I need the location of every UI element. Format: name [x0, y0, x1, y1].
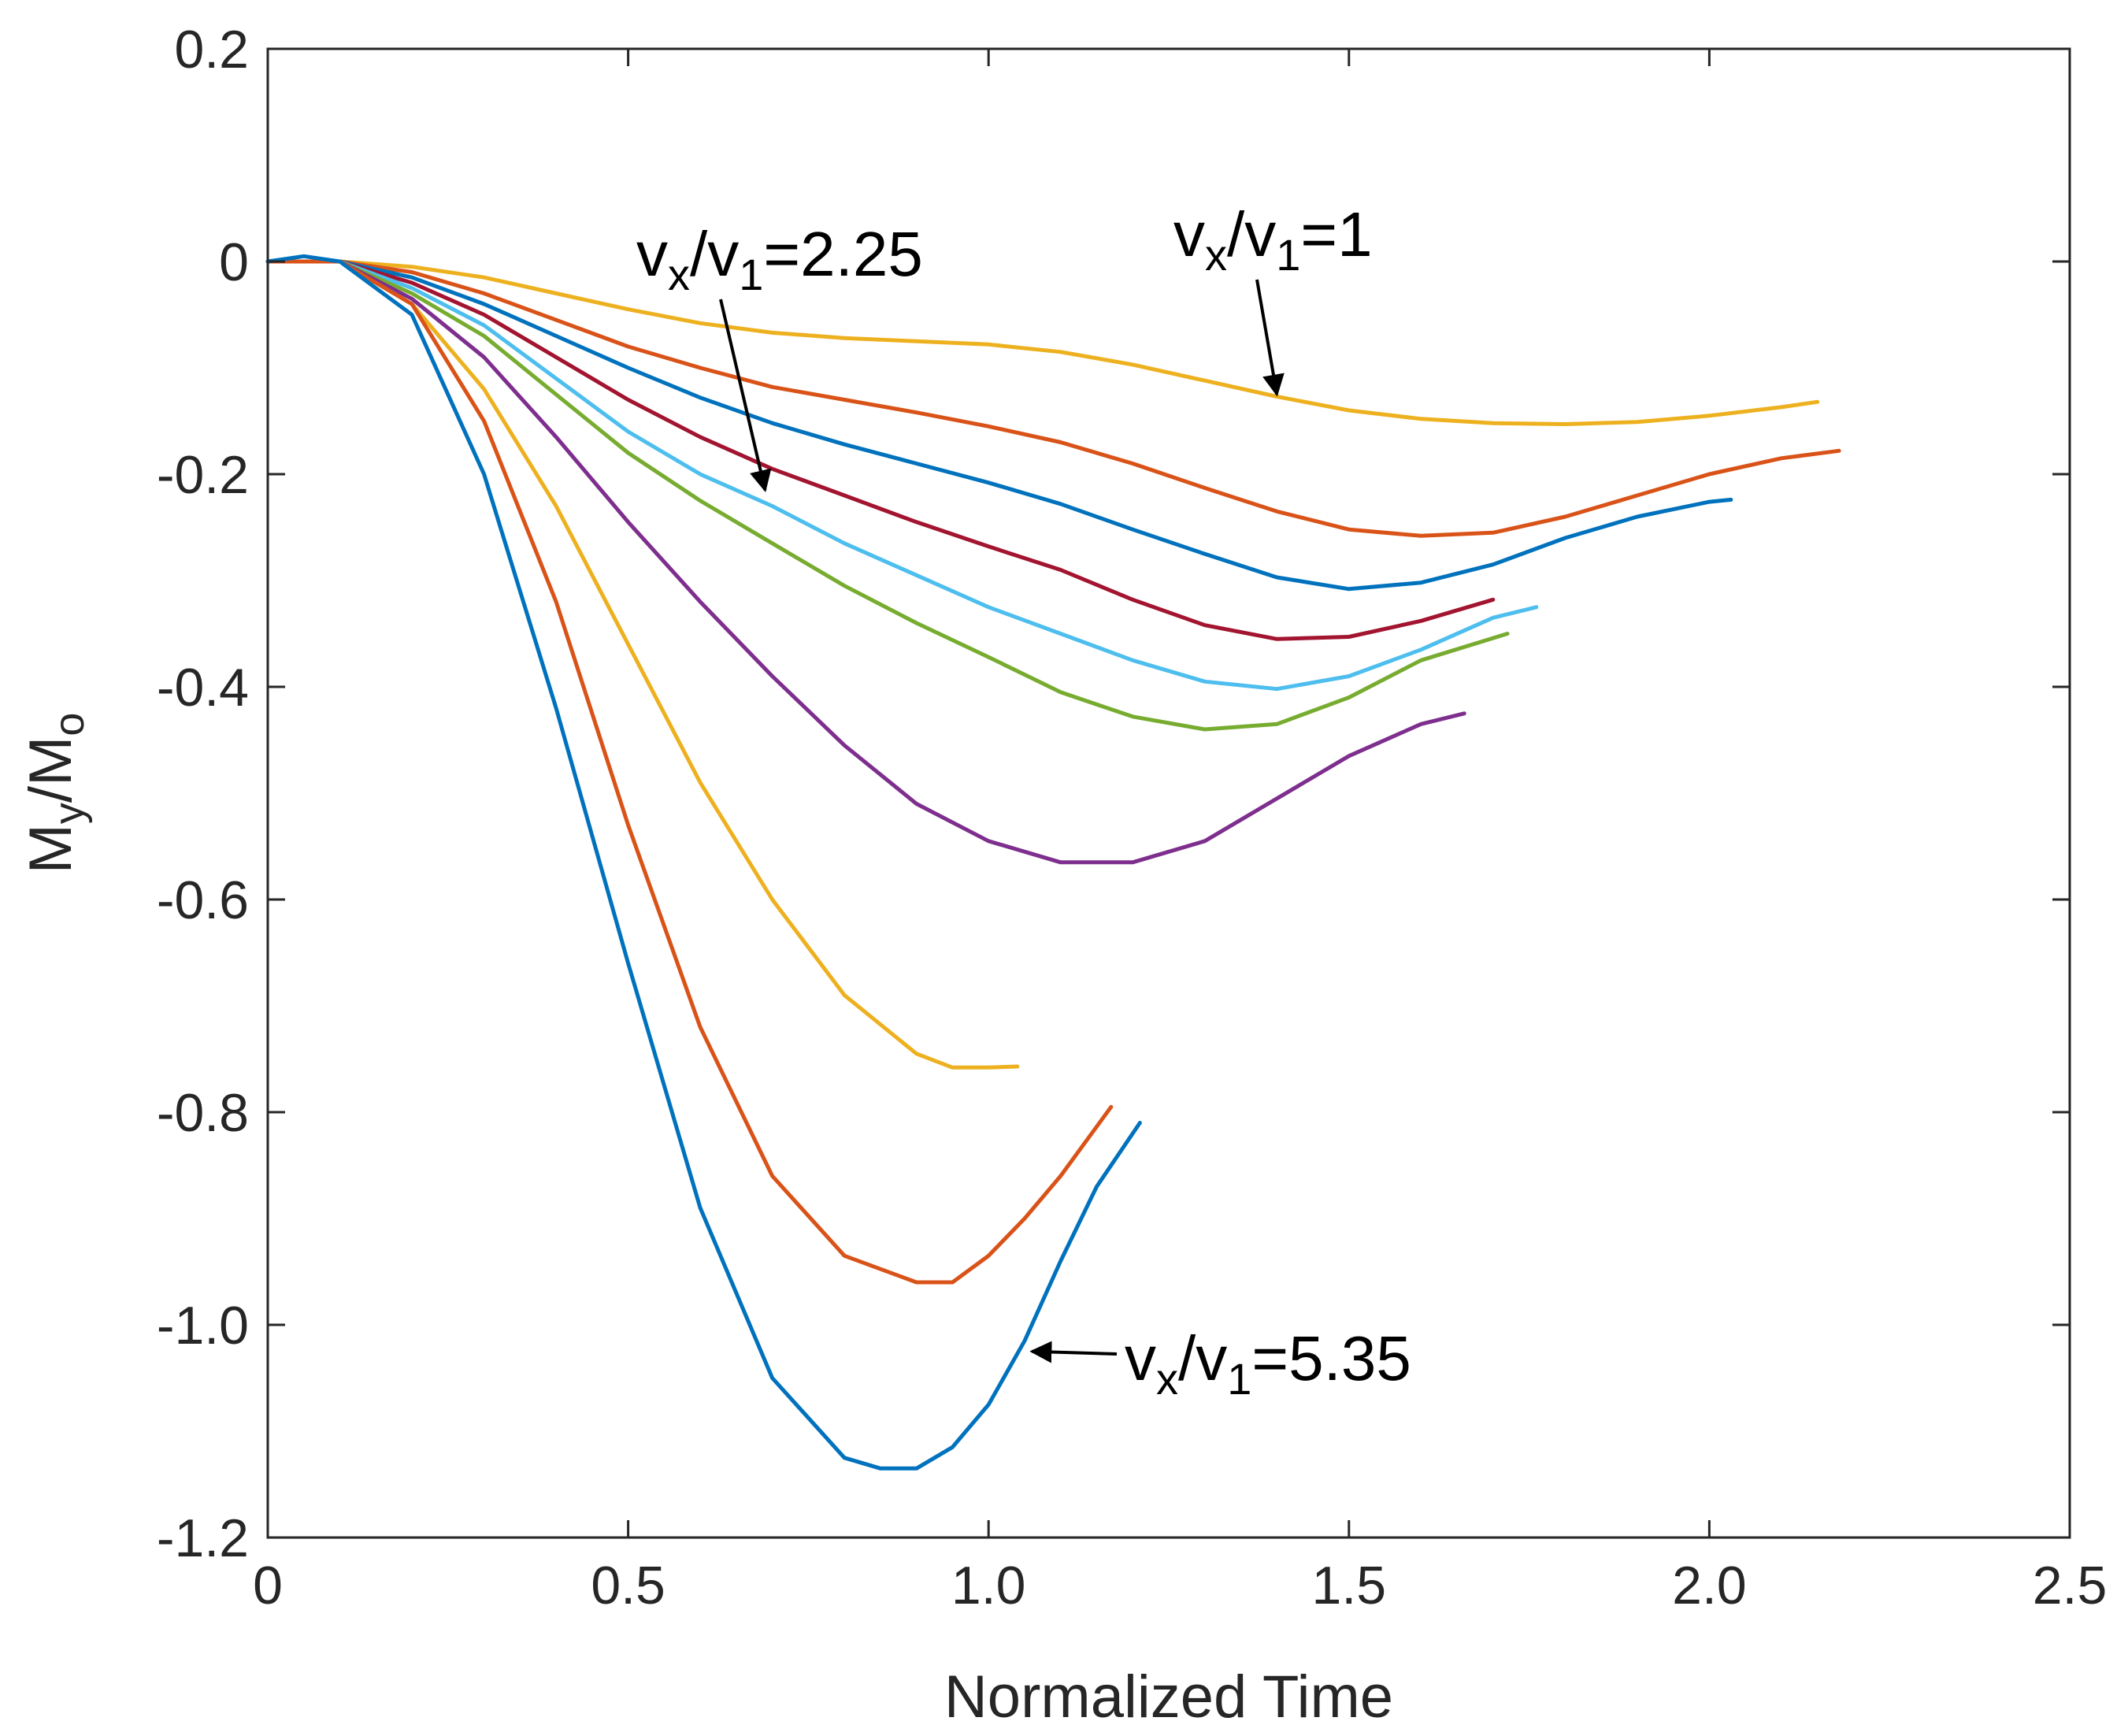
annotation-vx1: vx/v1=1: [1173, 199, 1373, 397]
annotation-vx535: vx/v1=5.35: [1029, 1323, 1411, 1404]
y-tick-label: 0.2: [174, 20, 249, 80]
y-tick-label: -0.6: [157, 870, 249, 930]
series-line-4: [265, 259, 1496, 641]
series-line-3: [265, 259, 1733, 592]
x-tick-label: 0.5: [591, 1556, 665, 1615]
y-tick-label: 0: [219, 232, 249, 292]
annotation-arrow: [719, 299, 772, 492]
x-axis-label: Normalized Time: [944, 1664, 1393, 1730]
series-line-10: [265, 254, 1142, 1471]
series-lines: [265, 254, 1841, 1471]
x-tick-label: 2.5: [2033, 1556, 2108, 1615]
y-tick-label: -1.0: [157, 1296, 249, 1356]
series-line-1: [265, 259, 1820, 426]
x-tick-label: 1.0: [951, 1556, 1026, 1615]
x-tick-label: 1.5: [1312, 1556, 1387, 1615]
annotations: vx/v1=1 vx/v1=2.25 vx/v1=5.35: [636, 199, 1411, 1404]
annotation-label: vx/v1=5.35: [1125, 1323, 1411, 1404]
axis-ticks: 0 0.5 1.0 1.5 2.0 2.5 0.2 0 -0.2 -0.4 -0.6 -0.8 -1.0…: [157, 20, 2107, 1615]
y-tick-label: -1.2: [157, 1508, 249, 1568]
y-axis-label: My/Mo: [17, 713, 93, 874]
series-line-7: [265, 259, 1466, 865]
series-line-2: [265, 259, 1841, 538]
y-tick-label: -0.8: [157, 1083, 249, 1143]
x-tick-label: 2.0: [1672, 1556, 1747, 1615]
x-tick-label: 0: [253, 1556, 283, 1615]
annotation-arrow: [1255, 279, 1285, 397]
series-line-6: [265, 259, 1510, 732]
series-line-5: [265, 259, 1539, 692]
plot-background: [268, 49, 2070, 1538]
annotation-vx225: vx/v1=2.25: [636, 219, 923, 492]
y-tick-label: -0.2: [157, 445, 249, 505]
plot-frame: [266, 47, 2071, 1539]
annotation-label: vx/v1=2.25: [636, 219, 923, 299]
annotation-label: vx/v1=1: [1173, 199, 1373, 280]
annotation-arrow: [1029, 1341, 1118, 1363]
y-tick-label: -0.4: [157, 658, 249, 718]
series-line-9: [265, 259, 1114, 1285]
